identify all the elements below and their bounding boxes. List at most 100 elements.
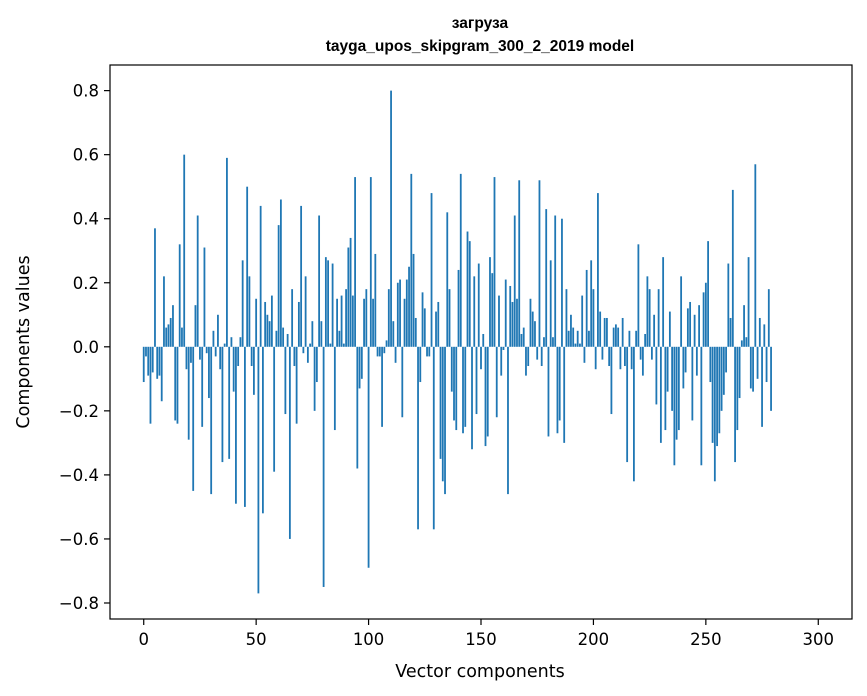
bar [349,237,352,347]
bar [385,340,388,347]
bar [178,244,181,347]
bar [237,346,240,367]
bar [253,346,255,395]
bar [624,346,626,367]
bar [673,346,676,466]
bar [246,186,249,347]
bar [221,346,224,463]
bar [473,276,476,347]
bar [659,346,662,443]
bar [482,333,485,347]
bar [637,244,640,347]
bar [457,269,460,347]
bar [291,289,294,347]
bar [608,346,611,367]
bar [331,263,334,347]
bar [639,346,642,360]
bar [576,330,579,347]
bar [394,346,397,363]
bar [369,177,372,347]
bar [529,298,532,347]
bar [244,346,246,507]
bar [336,298,338,347]
bar [628,330,631,347]
bar [572,327,575,347]
bar [405,279,408,347]
y-tick-label: −0.4 [59,466,99,485]
bar [374,253,377,347]
bar [327,260,329,347]
bar [387,289,390,347]
bar [210,346,213,495]
bar [226,157,228,347]
bar [446,212,449,347]
bar [322,346,325,587]
bar [223,343,226,347]
bar [255,298,258,347]
bar [432,346,435,530]
bar [534,321,536,347]
bar [599,311,602,347]
bar [268,321,271,347]
bar [563,346,566,443]
bar [556,346,559,434]
bar [360,346,363,379]
bar [275,330,278,347]
bar [738,346,741,399]
y-tick-label: −0.6 [59,530,99,549]
bar [318,215,321,347]
bar [354,177,356,347]
bar [151,346,154,373]
bar [163,276,165,347]
bar [518,180,521,347]
bar [675,346,678,440]
bar [462,346,464,434]
bar [543,337,545,347]
bar [372,298,374,347]
bar [549,260,552,347]
bar [390,90,392,347]
y-tick-label: −0.8 [59,594,99,613]
bar [671,346,674,411]
x-tick-label: 250 [690,630,722,649]
bar [185,346,188,370]
bar [342,343,345,347]
bar [509,285,512,347]
bar [655,346,658,405]
y-axis-label: Components values [14,255,34,428]
bar [421,292,424,347]
bar [277,225,280,347]
bar [208,346,210,399]
bar [347,247,350,347]
bar [754,164,757,347]
bar [212,330,215,347]
bar [410,173,413,347]
x-tick-label: 200 [578,630,610,649]
bar [731,189,734,347]
bar [758,317,761,347]
bar [579,343,581,347]
bar [680,276,683,347]
bar [376,346,379,357]
bar [664,346,667,431]
bar [235,346,237,504]
bar [412,253,415,347]
bar [358,346,361,389]
bar [320,321,323,347]
bar [507,346,509,495]
bar [689,301,692,347]
x-axis-label: Vector components [395,662,564,682]
bar [588,330,590,347]
bar [450,346,453,392]
bar [498,295,500,347]
y-tick-label: −0.2 [59,402,99,421]
chart-title: загруза tayga_upos_skipgram_300_2_2019 m… [326,15,634,55]
bar [464,346,467,427]
bar [504,279,507,347]
bar [381,346,383,427]
bar [356,346,359,469]
bar [621,317,624,347]
chart-title-line1: загруза [452,15,509,32]
bar [700,346,703,466]
bar [262,346,264,514]
